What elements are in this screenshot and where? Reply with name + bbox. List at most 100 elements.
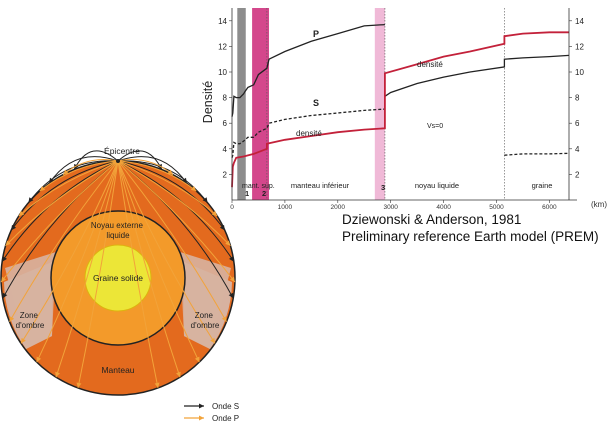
ray-arrow-icon bbox=[9, 316, 15, 322]
ray-17 bbox=[62, 158, 119, 176]
ray-arrow-icon bbox=[49, 177, 55, 184]
ray-8 bbox=[117, 160, 209, 204]
ray-12 bbox=[9, 160, 119, 323]
series-line-p-core bbox=[384, 54, 570, 97]
ray-6 bbox=[117, 150, 163, 170]
x-tick-label: 0 bbox=[230, 204, 234, 211]
legend-s-arrow-icon bbox=[199, 403, 204, 409]
x-tick-label: 1000 bbox=[278, 204, 293, 211]
vs-zero-label: Vs=0 bbox=[427, 123, 443, 130]
series-line-s bbox=[231, 108, 385, 158]
ray-arrow-icon bbox=[63, 169, 69, 175]
chart-axes bbox=[231, 8, 577, 201]
ray-15 bbox=[18, 160, 119, 217]
ray-2 bbox=[10, 160, 119, 231]
y-tick-label-right: 4 bbox=[575, 145, 580, 154]
ray-20 bbox=[117, 160, 218, 217]
ray-4 bbox=[48, 156, 119, 184]
legend-s-label: Onde S bbox=[212, 402, 239, 411]
ray-arrow-icon bbox=[194, 356, 200, 363]
tick-labels: 0 1000 2000 3000 4000 5000 6000246810121424681… bbox=[218, 17, 584, 211]
legend-p-label: Onde P bbox=[212, 414, 239, 423]
outer-core-label: Noyau externe liquide bbox=[91, 221, 145, 240]
layer-band-0 bbox=[237, 8, 246, 200]
ray-18 bbox=[117, 158, 174, 176]
y-tick-label-left: 2 bbox=[223, 170, 228, 179]
ray-arrow-icon bbox=[154, 382, 160, 388]
series-label-density-core: densité bbox=[417, 60, 443, 69]
ray-31 bbox=[117, 160, 159, 388]
ray-arrow-icon bbox=[211, 210, 218, 216]
diagram-legend: Onde S Onde P bbox=[184, 402, 239, 423]
y-tick-label-right: 6 bbox=[575, 119, 580, 128]
x-tick-label: 6000 bbox=[542, 204, 557, 211]
ray-arrow-icon bbox=[229, 276, 235, 283]
ray-28 bbox=[117, 160, 216, 344]
x-tick-label: 2000 bbox=[331, 204, 346, 211]
ray-arrow-icon bbox=[21, 337, 26, 344]
ray-arrow-icon bbox=[229, 256, 234, 262]
earth-cross-section: Épicentre Noyau externe liquide Graine s… bbox=[0, 146, 236, 396]
epicenter-dot bbox=[116, 159, 120, 163]
ray-arrow-icon bbox=[202, 197, 208, 203]
y-tick-label-right: 10 bbox=[575, 68, 584, 77]
citation-line-2: Preliminary reference Earth model (PREM) bbox=[342, 229, 599, 244]
marker-1: 1 bbox=[245, 189, 249, 198]
ray-arrow-icon bbox=[1, 276, 7, 283]
shadow-label-right-line2: d'ombre bbox=[191, 321, 220, 330]
y-tick-label-left: 12 bbox=[218, 42, 227, 51]
ray-arrow-icon bbox=[28, 197, 34, 203]
ray-7 bbox=[117, 156, 188, 184]
ray-24 bbox=[77, 160, 119, 388]
legend-p-arrow-icon bbox=[199, 415, 204, 421]
series-label-density-mantle: densité bbox=[296, 129, 322, 138]
shadow-label-right-line1: Zone bbox=[195, 311, 214, 320]
y-tick-label-left: 10 bbox=[218, 68, 227, 77]
y-tick-label-left: 14 bbox=[218, 17, 227, 26]
y-axis-label: Densité bbox=[201, 81, 215, 123]
seismic-rays bbox=[0, 150, 236, 388]
ray-arrow-icon bbox=[210, 337, 215, 344]
ray-27 bbox=[20, 160, 119, 344]
ray-16 bbox=[39, 160, 119, 192]
ray-arrow-icon bbox=[2, 256, 7, 262]
ray-arrow-icon bbox=[76, 382, 82, 388]
ray-9 bbox=[117, 160, 226, 231]
layer-bands bbox=[237, 8, 385, 200]
ray-arrow-icon bbox=[11, 224, 17, 231]
ray-arrow-icon bbox=[5, 240, 11, 246]
layer-band-1 bbox=[252, 8, 270, 200]
ray-arrow-icon bbox=[228, 292, 234, 299]
series-label-s: S bbox=[313, 98, 319, 108]
x-tick-label: 4000 bbox=[436, 204, 451, 211]
layer-band-2 bbox=[374, 8, 385, 200]
shadow-label-left: Zone d'ombre bbox=[16, 311, 45, 330]
ray-5 bbox=[73, 150, 119, 170]
ray-25 bbox=[55, 160, 119, 378]
ray-arrow-icon bbox=[181, 177, 187, 184]
x-tick-label: 3000 bbox=[383, 204, 398, 211]
prem-chart: 0 1000 2000 3000 4000 5000 6000246810121424681… bbox=[201, 8, 607, 211]
ray-21 bbox=[117, 160, 231, 247]
ray-arrow-icon bbox=[74, 163, 79, 170]
shadow-label-right: Zone d'ombre bbox=[191, 311, 220, 330]
ray-arrow-icon bbox=[2, 292, 8, 299]
outer-core-label-line1: Noyau externe bbox=[91, 221, 144, 230]
ray-arrow-icon bbox=[219, 224, 225, 231]
y-tick-label-left: 8 bbox=[223, 94, 228, 103]
series-label-p: P bbox=[313, 29, 319, 39]
marker-3: 3 bbox=[381, 183, 385, 192]
ray-29 bbox=[117, 160, 200, 363]
y-tick-label-right: 14 bbox=[575, 17, 584, 26]
shadow-edge-left bbox=[5, 252, 56, 349]
citation-line-1: Dziewonski & Anderson, 1981 bbox=[342, 212, 522, 227]
series-group bbox=[231, 23, 570, 188]
ray-3 bbox=[27, 160, 119, 204]
ray-arrow-icon bbox=[39, 186, 46, 192]
mantle-label: Manteau bbox=[101, 365, 134, 375]
epicenter-label: Épicentre bbox=[104, 146, 140, 156]
ray-26 bbox=[36, 160, 119, 363]
inner-core-label: Graine solide bbox=[93, 273, 143, 283]
y-tick-label-right: 2 bbox=[575, 170, 580, 179]
ray-arrow-icon bbox=[18, 210, 25, 216]
